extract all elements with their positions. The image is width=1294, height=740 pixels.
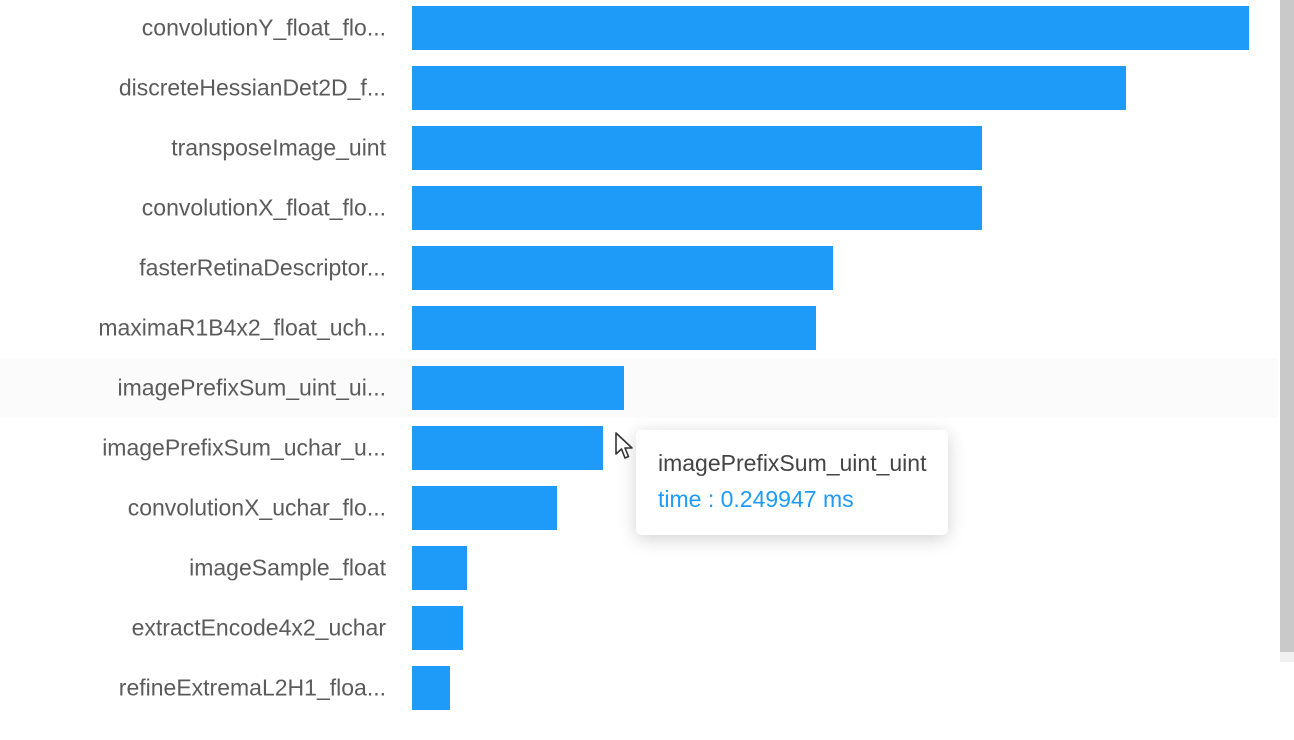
bar-label: transposeImage_uint <box>6 135 386 160</box>
bar-label: imagePrefixSum_uint_ui... <box>6 375 386 400</box>
chart-row[interactable]: discreteHessianDet2D_f... <box>0 58 1278 118</box>
bar[interactable] <box>412 366 624 410</box>
viewport: convolutionY_float_flo... discreteHessian… <box>0 0 1294 740</box>
bar[interactable] <box>412 606 463 650</box>
bar[interactable] <box>412 546 467 590</box>
bar-label: convolutionX_uchar_flo... <box>6 495 386 520</box>
chart-row[interactable]: convolutionX_float_flo... <box>0 178 1278 238</box>
chart-row[interactable]: maximaR1B4x2_float_uch... <box>0 298 1278 358</box>
chart-row[interactable]: fasterRetinaDescriptor... <box>0 238 1278 298</box>
chart-row[interactable]: imageSample_float <box>0 538 1278 598</box>
bar[interactable] <box>412 6 1249 50</box>
bar[interactable] <box>412 486 557 530</box>
bar-label: discreteHessianDet2D_f... <box>6 75 386 100</box>
bar[interactable] <box>412 426 603 470</box>
chart-row[interactable]: convolutionX_uchar_flo... <box>0 478 1278 538</box>
chart-row[interactable]: refineExtremaL2H1_floa... <box>0 658 1278 718</box>
chart-row[interactable]: imagePrefixSum_uint_ui... <box>0 358 1278 418</box>
bar[interactable] <box>412 666 450 710</box>
bar[interactable] <box>412 126 982 170</box>
bar[interactable] <box>412 306 816 350</box>
bar-label: imageSample_float <box>6 555 386 580</box>
bar-label: maximaR1B4x2_float_uch... <box>6 315 386 340</box>
bar[interactable] <box>412 66 1126 110</box>
bar-label: convolutionY_float_flo... <box>6 15 386 40</box>
chart-row[interactable]: transposeImage_uint <box>0 118 1278 178</box>
bar[interactable] <box>412 186 982 230</box>
bar[interactable] <box>412 246 833 290</box>
bar-label: extractEncode4x2_uchar <box>6 615 386 640</box>
bar-chart: convolutionY_float_flo... discreteHessian… <box>0 0 1278 740</box>
bar-label: refineExtremaL2H1_floa... <box>6 675 386 700</box>
bar-label: imagePrefixSum_uchar_u... <box>6 435 386 460</box>
bar-label: convolutionX_float_flo... <box>6 195 386 220</box>
bar-label: fasterRetinaDescriptor... <box>6 255 386 280</box>
chart-row[interactable]: convolutionY_float_flo... <box>0 0 1278 58</box>
chart-row[interactable]: imagePrefixSum_uchar_u... <box>0 418 1278 478</box>
chart-row[interactable]: extractEncode4x2_uchar <box>0 598 1278 658</box>
scrollbar-thumb[interactable] <box>1280 0 1294 652</box>
